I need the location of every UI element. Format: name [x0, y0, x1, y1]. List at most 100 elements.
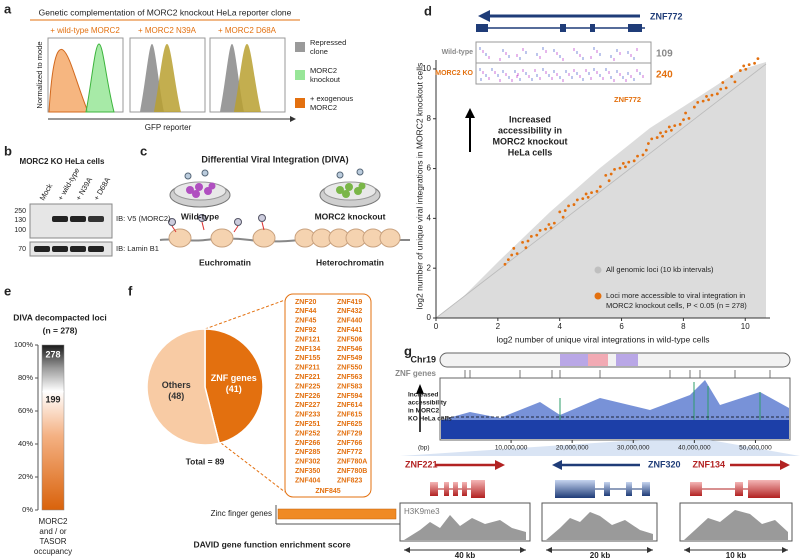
panel-title: DIVA decompacted loci [13, 312, 107, 322]
annotation-text: MORC2 knockout [492, 136, 567, 146]
chromatin-label: Heterochromatin [316, 257, 384, 267]
highlight-dot [549, 226, 553, 230]
condition-label: + MORC2 D68A [218, 26, 277, 35]
x-tick-label: 10,000,000 [495, 445, 528, 452]
highlight-dot [655, 136, 659, 139]
highlight-dot [590, 191, 593, 195]
data-label: 278 [45, 349, 60, 359]
y-tick-label: 60% [18, 406, 33, 415]
highlight-dot [526, 239, 530, 243]
inset-row-label: Wild-type [442, 49, 474, 56]
gene-name: ZNF614 [337, 402, 362, 409]
legend-label: Repressed [310, 38, 346, 47]
blot-label: IB: V5 (MORC2) [116, 214, 171, 223]
panel-c-art [159, 168, 410, 248]
highlight-dot [678, 122, 682, 126]
category-label: Zinc finger genes [211, 509, 272, 518]
panel-label: a [4, 1, 12, 16]
scale-label: 20 kb [590, 551, 611, 560]
gene-name: ZNF506 [337, 336, 362, 343]
highlight-dot [521, 240, 524, 244]
gene-name: ZNF546 [337, 346, 362, 353]
gene-name: ZNF225 [295, 383, 320, 390]
scale-label: 10 kb [726, 551, 747, 560]
gene-name: ZNF404 [295, 477, 320, 484]
callout-label: ZNF772 [614, 95, 641, 104]
highlight-dot [632, 159, 636, 163]
panel-subtitle: (n = 278) [43, 325, 78, 335]
highlight-dot [515, 252, 519, 256]
axis-label: DAVID gene function enrichment score [193, 539, 350, 549]
axis-label: log2 number of unique viral integrations… [414, 63, 424, 310]
x-tick-label: 20,000,000 [556, 445, 589, 452]
chromosome-label: Chr19 [410, 354, 436, 364]
highlight-dot [650, 137, 654, 141]
legend-label: MORC2 [310, 103, 337, 112]
gene-name: ZNF729 [337, 430, 362, 437]
annotation-text: accessibility in [498, 125, 562, 135]
coverage-label: Increased [408, 392, 438, 399]
highlight-dot [586, 195, 590, 199]
panel-label: b [4, 143, 12, 158]
gene-name: ZNF155 [295, 355, 320, 362]
condition-label: + MORC2 N39A [138, 26, 197, 35]
highlight-dot [506, 258, 510, 262]
y-tick-label: 4 [427, 213, 432, 222]
footer-label: TASOR [40, 537, 67, 546]
highlight-dot [529, 234, 533, 238]
x-tick-label: 6 [619, 322, 624, 331]
slice-value-label: (48) [168, 391, 184, 401]
axis-label: log2 number of unique viral integrations… [496, 334, 709, 344]
gene-label: ZNF134 [692, 459, 725, 469]
inset-count: 109 [656, 49, 673, 60]
panel-title: Genetic complementation of MORC2 knockou… [39, 7, 292, 17]
gene-name: ZNF549 [337, 355, 362, 362]
inset-row-label: MORC2 KO [435, 70, 473, 77]
highlight-dot [687, 116, 691, 120]
highlight-dot [567, 204, 570, 208]
gene-name: ZNF780B [337, 468, 367, 475]
x-tick-label: 50,000,000 [739, 445, 772, 452]
gene-name: ZNF134 [295, 346, 320, 353]
highlight-dot [733, 80, 737, 84]
highlight-dot [636, 154, 639, 158]
lane-label: + D68A [92, 176, 112, 202]
highlight-dot [547, 223, 551, 226]
y-tick-label: 10 [422, 64, 431, 73]
gene-name: ZNF845 [315, 488, 340, 495]
data-label: 199 [45, 394, 60, 404]
gene-name: ZNF233 [295, 412, 320, 419]
highlight-dot [535, 233, 539, 237]
gene-name: ZNF615 [337, 412, 362, 419]
highlight-dot [744, 67, 748, 71]
panel-title: MORC2 KO HeLa cells [20, 157, 105, 166]
highlight-dot [684, 111, 687, 115]
highlight-dot [696, 101, 700, 104]
panel-title: Differential Viral Integration (DIVA) [201, 154, 348, 164]
track-label: ZNF genes [395, 369, 436, 378]
panel-g-art [399, 352, 800, 553]
legend-label: clone [310, 47, 328, 56]
blot-label: IB: Lamin B1 [116, 244, 159, 253]
highlight-dot [627, 160, 631, 164]
y-tick-label: 8 [427, 114, 432, 123]
highlight-dot [572, 203, 576, 206]
gene-name: ZNF20 [295, 299, 317, 306]
gene-name: ZNF780A [337, 459, 367, 466]
panel-d-art [435, 10, 770, 319]
highlight-dot [682, 118, 685, 122]
coverage-label: in MORC2 [408, 408, 439, 415]
footer-label: MORC2 [39, 517, 68, 526]
slice-value-label: (41) [226, 384, 242, 394]
highlight-dot [721, 81, 725, 84]
annotation-text: Increased [509, 114, 551, 124]
coverage-label: accessibility [408, 400, 447, 407]
highlight-dot [644, 148, 648, 152]
highlight-dot [609, 172, 613, 176]
highlight-dot [747, 63, 751, 67]
gene-name: ZNF285 [295, 449, 320, 456]
highlight-dot [756, 57, 760, 61]
gene-name: ZNF766 [337, 440, 362, 447]
gene-name: ZNF625 [337, 421, 362, 428]
